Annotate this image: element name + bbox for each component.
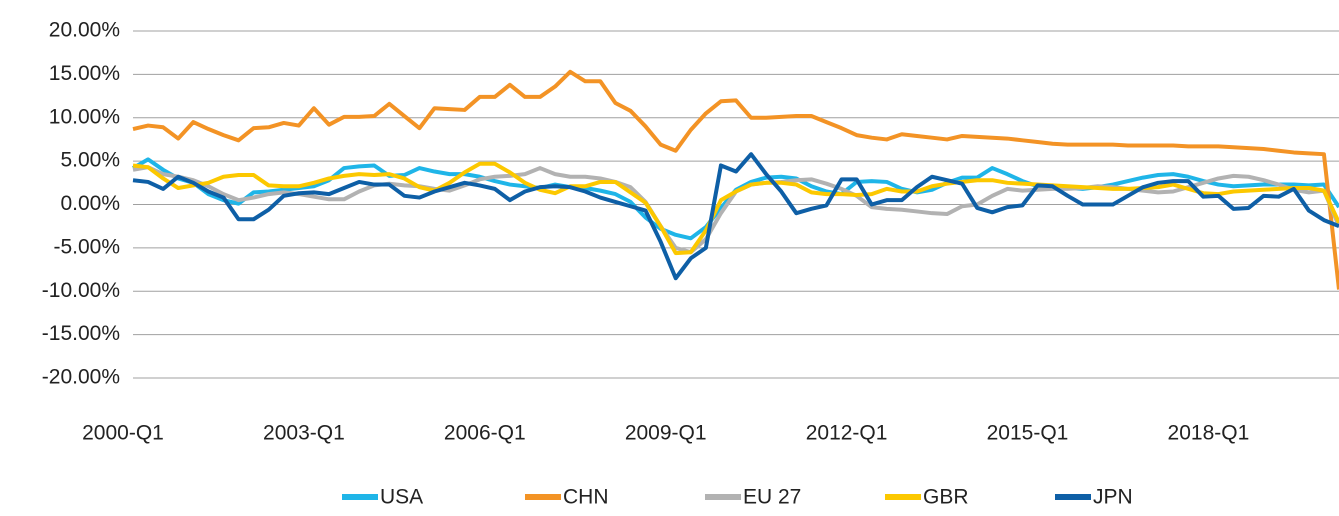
series-line	[132, 161, 1339, 256]
y-tick-label: -5.00%	[53, 235, 120, 258]
legend-label: GBR	[923, 486, 969, 509]
y-tick-label: 10.00%	[49, 105, 120, 128]
x-tick-label: 2003-Q1	[263, 422, 345, 445]
y-tick-label: -10.00%	[42, 279, 120, 302]
y-tick-label: -20.00%	[42, 366, 120, 389]
legend-label: EU 27	[743, 486, 801, 509]
x-tick-label: 2015-Q1	[987, 422, 1069, 445]
x-tick-label: 2006-Q1	[444, 422, 526, 445]
y-tick-label: 20.00%	[49, 19, 120, 42]
legend-label: CHN	[563, 486, 609, 509]
legend-label: JPN	[1093, 486, 1133, 509]
x-tick-label: 2000-Q1	[82, 422, 164, 445]
y-tick-label: -15.00%	[42, 322, 120, 345]
series-line	[132, 69, 1339, 290]
x-tick-label: 2018-Q1	[1168, 422, 1250, 445]
y-tick-label: 0.00%	[60, 192, 120, 215]
series-line	[132, 165, 1339, 255]
x-tick-label: 2012-Q1	[806, 422, 888, 445]
series-line	[132, 152, 1339, 281]
y-tick-label: 5.00%	[60, 149, 120, 172]
x-tick-label: 2009-Q1	[625, 422, 707, 445]
legend-label: USA	[380, 486, 423, 509]
y-tick-label: 15.00%	[49, 62, 120, 85]
